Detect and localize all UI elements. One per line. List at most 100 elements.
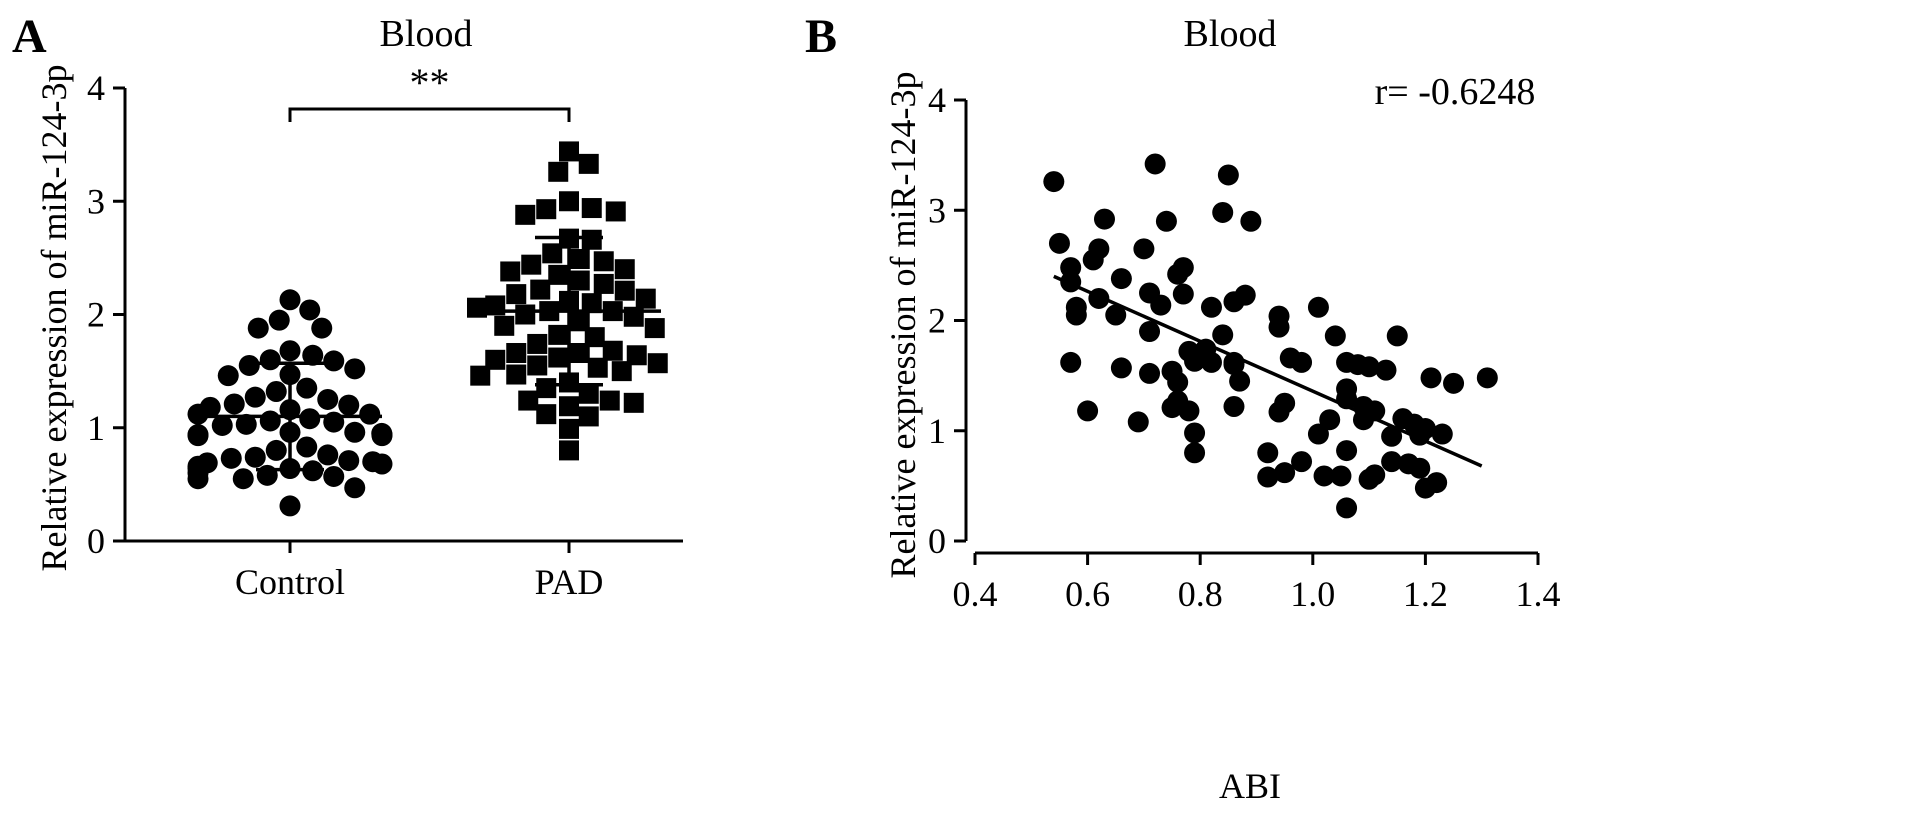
scatter-point [1060, 351, 1082, 373]
panel-b-x-tick-label: 1.4 [1516, 574, 1561, 614]
panel-b-x-axis-label: ABI [1219, 766, 1281, 806]
panel-a-y-tick-label: 4 [87, 68, 105, 108]
control-point [279, 340, 301, 362]
panel-a-letter: A [12, 10, 47, 63]
scatter-point [1200, 296, 1222, 318]
scatter-point [1093, 208, 1115, 230]
pad-point [521, 254, 542, 275]
scatter-point [1386, 325, 1408, 347]
scatter-point [1443, 372, 1465, 394]
scatter-point [1167, 371, 1189, 393]
pad-point [527, 355, 548, 376]
scatter-point [1212, 324, 1234, 346]
scatter-point [1144, 153, 1166, 175]
scatter-point [1060, 271, 1082, 293]
pad-point [581, 293, 602, 314]
control-point [244, 446, 266, 468]
pad-point [527, 333, 548, 354]
control-point [265, 381, 287, 403]
control-point [211, 414, 233, 436]
pad-point [584, 327, 605, 348]
control-point [317, 388, 339, 410]
scatter-point [1212, 201, 1234, 223]
scatter-point [1336, 440, 1358, 462]
scatter-point [1375, 359, 1397, 381]
scatter-point [1431, 423, 1453, 445]
pad-point [644, 318, 665, 339]
scatter-point [1476, 367, 1498, 389]
panel-b-y-tick-label: 3 [928, 190, 946, 230]
pad-point [467, 297, 487, 318]
pad-point [599, 390, 620, 411]
control-point [187, 468, 209, 490]
pad-point [578, 153, 599, 174]
scatter-point [1223, 395, 1245, 417]
pad-point [485, 349, 506, 370]
control-point [344, 358, 366, 380]
panel-b-y-axis-label: Relative expression of miR-124-3p [883, 72, 923, 579]
scatter-point [1307, 296, 1329, 318]
pad-point [559, 440, 579, 461]
control-point [311, 317, 333, 339]
pad-point [626, 345, 647, 366]
pad-point [515, 204, 536, 225]
panel-a-y-tick-label: 1 [87, 408, 105, 448]
control-point [238, 354, 260, 376]
scatter-point [1127, 411, 1149, 433]
panel-b-y-tick-label: 1 [928, 411, 946, 451]
panel-a-axes: 0 1 2 3 4 Control PAD [87, 68, 683, 602]
pad-point [623, 392, 644, 413]
scatter-point [1257, 442, 1279, 464]
pad-point [647, 353, 668, 374]
panel-a-title: Blood [380, 13, 473, 55]
scatter-point [1184, 442, 1206, 464]
pad-point [518, 390, 539, 411]
panel-b-y-tick-label: 4 [928, 80, 946, 120]
scatter-point [1088, 238, 1110, 260]
control-point [296, 377, 318, 399]
scatter-point [1139, 362, 1161, 384]
pad-point [470, 365, 491, 386]
pad-point [569, 311, 590, 332]
pad-point [569, 270, 590, 291]
pad-point [559, 191, 579, 212]
scatter-point [1257, 466, 1279, 488]
pad-point [581, 229, 602, 250]
scatter-point [1133, 238, 1155, 260]
pad-point [569, 249, 590, 270]
panel-b-x-tick-label: 1.0 [1290, 574, 1335, 614]
scatter-point [1313, 465, 1335, 487]
pad-point [548, 324, 569, 345]
pad-point [602, 340, 623, 361]
control-point [299, 408, 321, 430]
control-point [296, 436, 318, 458]
scatter-point [1420, 367, 1442, 389]
pad-point [593, 251, 614, 272]
control-point [279, 289, 301, 311]
scatter-point [1364, 464, 1386, 486]
pad-point [593, 273, 614, 294]
control-point [279, 495, 301, 517]
control-point [359, 403, 381, 425]
scatter-point [1240, 210, 1262, 232]
pad-point [506, 343, 527, 364]
significance-bracket-line [288, 107, 571, 122]
scatter-point [1155, 210, 1177, 232]
panel-b-x-tick-label: 0.4 [953, 574, 998, 614]
pad-point [611, 361, 632, 382]
scatter-point [1364, 400, 1386, 422]
panel-b-y-tick-label: 0 [928, 521, 946, 561]
pad-point [494, 315, 515, 336]
scatter-point [1426, 472, 1448, 494]
scatter-point [1105, 304, 1127, 326]
control-point [220, 447, 242, 469]
control-point [299, 299, 321, 321]
control-point [268, 309, 290, 331]
scatter-point [1291, 351, 1313, 373]
panel-b-x-tick-label: 1.2 [1403, 574, 1448, 614]
control-point [187, 425, 209, 447]
panel-a-y-tick-label: 0 [87, 521, 105, 561]
panel-a-y-axis-label: Relative expression of miR-124-3p [34, 65, 74, 572]
scatter-point [1200, 351, 1222, 373]
pad-point [506, 364, 527, 385]
